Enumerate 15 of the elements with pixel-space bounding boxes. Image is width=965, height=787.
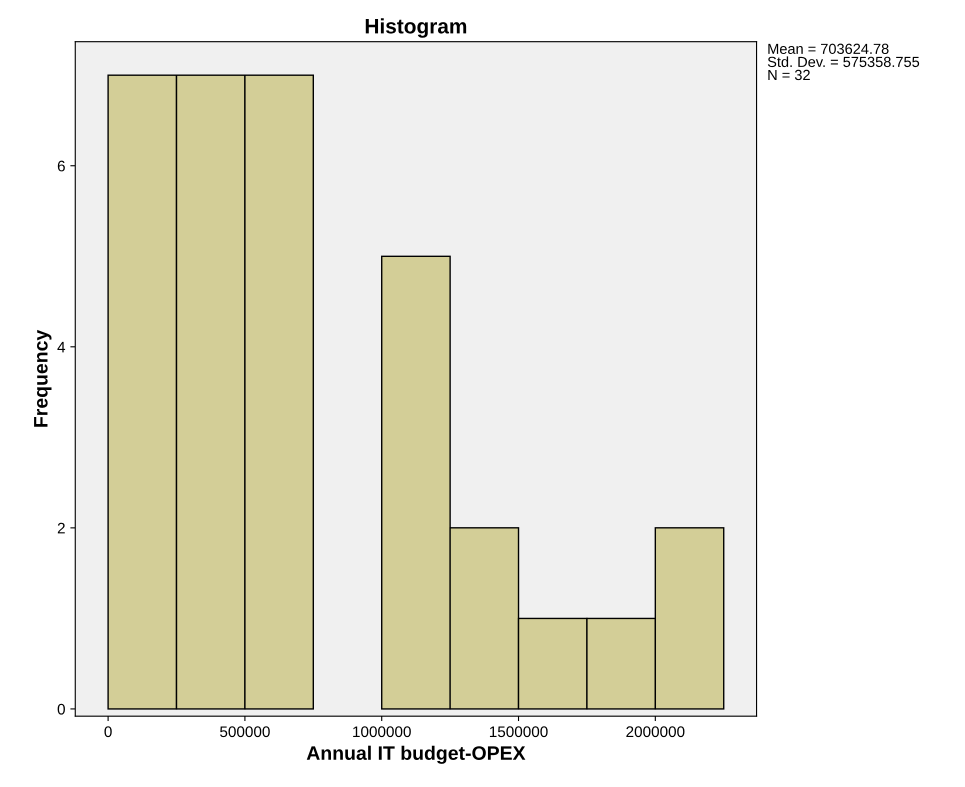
y-tick-label: 6 bbox=[58, 160, 65, 172]
y-tick-label: 4 bbox=[57, 342, 66, 352]
text: Mean = 703624.78 bbox=[768, 44, 889, 54]
y-tick-label: 2 bbox=[58, 522, 65, 534]
x-tick-label: 0 bbox=[104, 726, 112, 738]
chart-title: Histogram bbox=[366, 18, 466, 38]
y-axis-title: Frequency bbox=[34, 330, 52, 427]
text: N = 32 bbox=[768, 70, 810, 80]
x-tick-label: 1500000 bbox=[490, 726, 548, 738]
y-tick-label: 0 bbox=[58, 704, 65, 715]
x-tick-label: 2000000 bbox=[626, 726, 684, 738]
x-axis-title: Annual IT budget-OPEX bbox=[306, 746, 526, 764]
x-tick-label: 500000 bbox=[220, 726, 270, 738]
text: Std. Dev. = 575358.755 bbox=[768, 56, 920, 68]
x-tick-label: 1000000 bbox=[353, 726, 411, 738]
